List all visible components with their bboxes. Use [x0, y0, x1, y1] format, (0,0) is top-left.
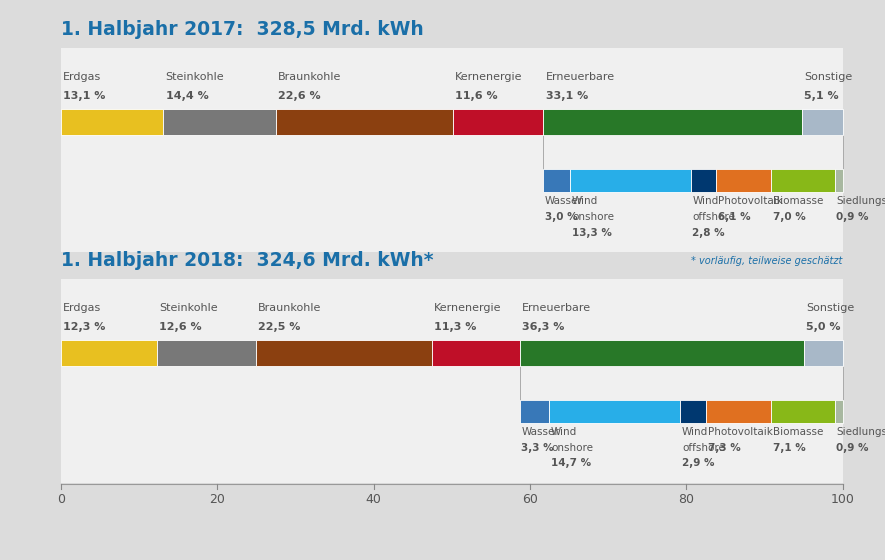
Text: 0,9 %: 0,9 % [836, 443, 869, 453]
Text: Steinkohle: Steinkohle [159, 302, 218, 312]
Bar [802, 109, 843, 135]
Text: Wasser: Wasser [521, 427, 559, 437]
Text: 12,6 %: 12,6 % [159, 322, 202, 332]
Bar [276, 109, 452, 135]
Bar [543, 109, 802, 135]
Bar [519, 400, 550, 423]
Text: Sonstige: Sonstige [804, 72, 853, 82]
Text: 22,5 %: 22,5 % [258, 322, 300, 332]
Text: 7,3 %: 7,3 % [708, 443, 741, 453]
Text: 1. Halbjahr 2018:  324,6 Mrd. kWh*: 1. Halbjahr 2018: 324,6 Mrd. kWh* [61, 251, 434, 270]
Bar [835, 400, 843, 423]
Text: Erdgas: Erdgas [63, 72, 102, 82]
Text: Wind: Wind [550, 427, 577, 437]
Text: Photovoltaik: Photovoltaik [718, 197, 782, 207]
Text: 14,7 %: 14,7 % [550, 459, 591, 468]
Text: 7,1 %: 7,1 % [773, 443, 805, 453]
Bar [681, 400, 706, 423]
Text: Erdgas: Erdgas [63, 302, 102, 312]
Text: 13,1 %: 13,1 % [63, 91, 105, 101]
Text: 80: 80 [679, 493, 695, 506]
Text: Siedlungsabfälle: Siedlungsabfälle [836, 427, 885, 437]
Text: 13,3 %: 13,3 % [572, 228, 612, 238]
Text: 20: 20 [210, 493, 226, 506]
Text: 5,0 %: 5,0 % [806, 322, 841, 332]
Text: offshore: offshore [692, 212, 735, 222]
Text: Erneuerbare: Erneuerbare [546, 72, 615, 82]
Bar [550, 400, 681, 423]
Text: 33,1 %: 33,1 % [546, 91, 588, 101]
Text: Biomasse: Biomasse [773, 427, 823, 437]
Bar [716, 169, 772, 192]
Bar [706, 400, 772, 423]
Text: 100: 100 [831, 493, 855, 506]
Text: 60: 60 [522, 493, 538, 506]
Text: 1. Halbjahr 2017:  328,5 Mrd. kWh: 1. Halbjahr 2017: 328,5 Mrd. kWh [61, 20, 424, 39]
Text: Sonstige: Sonstige [806, 302, 854, 312]
Bar [61, 48, 843, 252]
Text: Wasser: Wasser [545, 197, 582, 207]
Bar [519, 340, 804, 366]
Text: Steinkohle: Steinkohle [165, 72, 224, 82]
Text: Braunkohle: Braunkohle [278, 72, 342, 82]
Text: 22,6 %: 22,6 % [278, 91, 321, 101]
Text: 5,1 %: 5,1 % [804, 91, 839, 101]
Bar [835, 169, 843, 192]
Text: Wind: Wind [692, 197, 719, 207]
Text: onshore: onshore [572, 212, 614, 222]
Text: Kernenergie: Kernenergie [434, 302, 502, 312]
Bar [691, 169, 716, 192]
Bar [432, 340, 519, 366]
Bar [256, 340, 432, 366]
Text: 7,0 %: 7,0 % [773, 212, 805, 222]
Text: 2,9 %: 2,9 % [682, 459, 714, 468]
Text: Photovoltaik: Photovoltaik [708, 427, 773, 437]
Text: 2,8 %: 2,8 % [692, 228, 725, 238]
Text: 11,6 %: 11,6 % [455, 91, 497, 101]
Text: Erneuerbare: Erneuerbare [522, 302, 591, 312]
Text: * vorläufig, teilweise geschätzt: * vorläufig, teilweise geschätzt [691, 255, 843, 265]
Bar [804, 340, 843, 366]
Text: 36,3 %: 36,3 % [522, 322, 565, 332]
Text: Wind: Wind [572, 197, 598, 207]
Bar [452, 109, 543, 135]
Text: offshore: offshore [682, 443, 725, 453]
Text: 14,4 %: 14,4 % [165, 91, 209, 101]
Text: 3,3 %: 3,3 % [521, 443, 554, 453]
Text: 0: 0 [57, 493, 65, 506]
Text: Siedlungsabfälle: Siedlungsabfälle [836, 197, 885, 207]
Text: 11,3 %: 11,3 % [434, 322, 476, 332]
Text: 12,3 %: 12,3 % [63, 322, 105, 332]
Text: Wind: Wind [682, 427, 708, 437]
Bar [158, 340, 256, 366]
Text: Kernenergie: Kernenergie [455, 72, 522, 82]
Text: Braunkohle: Braunkohle [258, 302, 321, 312]
Bar [164, 109, 276, 135]
Bar [61, 340, 158, 366]
Bar [772, 400, 835, 423]
Bar [61, 109, 164, 135]
Text: 6,1 %: 6,1 % [718, 212, 750, 222]
Text: 3,0 %: 3,0 % [545, 212, 578, 222]
Text: Biomasse: Biomasse [773, 197, 823, 207]
Text: onshore: onshore [550, 443, 593, 453]
Bar [61, 279, 843, 483]
Text: 40: 40 [366, 493, 381, 506]
Bar [543, 169, 571, 192]
Bar [772, 169, 835, 192]
Bar [571, 169, 691, 192]
Text: 0,9 %: 0,9 % [836, 212, 869, 222]
